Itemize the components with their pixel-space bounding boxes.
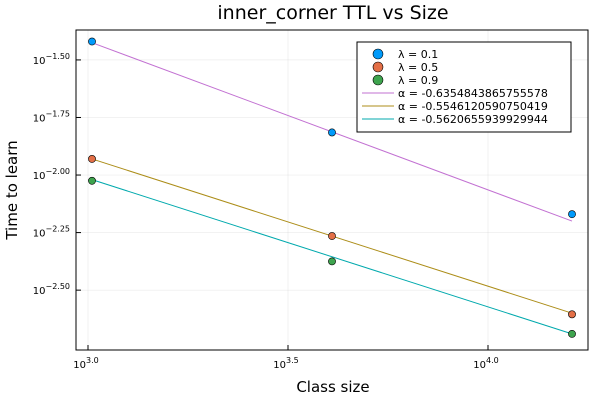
y-tick-exponent: −1.50 [45, 52, 70, 61]
legend-box [356, 41, 572, 133]
legend-label: α = -0.6354843865755578 [398, 87, 548, 100]
x-tick-label: 103.5 [273, 356, 298, 371]
chart-title: inner_corner TTL vs Size [217, 2, 448, 24]
x-tick-label: 103.0 [73, 356, 98, 371]
scatter-point [328, 232, 336, 240]
scatter-points [88, 37, 576, 338]
scatter-point [568, 310, 576, 319]
scatter-point [88, 155, 96, 163]
x-tick-exponent: 3.5 [286, 356, 299, 365]
y-tick-base: 10 [33, 229, 46, 240]
x-tick-exponent: 4.0 [486, 356, 499, 365]
x-ticks: 103.0 103.5 104.0 [73, 345, 499, 371]
scatter-point [88, 176, 96, 185]
y-tick-base: 10 [33, 286, 46, 297]
scatter-point [568, 210, 576, 219]
scatter-point [568, 329, 576, 338]
y-tick-exponent: −1.75 [45, 109, 70, 118]
y-tick-label: 10−2.00 [33, 167, 70, 182]
legend-marker [372, 48, 384, 60]
y-tick-base: 10 [33, 56, 46, 67]
y-tick-label: 10−2.25 [33, 225, 70, 240]
y-tick-exponent: −2.25 [45, 225, 70, 234]
legend: λ = 0.1λ = 0.5λ = 0.9α = -0.635484386575… [356, 41, 572, 133]
y-tick-exponent: −2.50 [45, 282, 70, 291]
y-tick-base: 10 [33, 171, 46, 182]
legend-label: λ = 0.5 [398, 61, 438, 74]
y-tick-exponent: −2.00 [45, 167, 70, 176]
legend-label: λ = 0.1 [398, 48, 438, 61]
scatter-point [88, 37, 96, 46]
x-tick-exponent: 3.0 [86, 356, 99, 365]
y-tick-label: 10−2.50 [33, 282, 70, 297]
y-tick-label: 10−1.75 [33, 109, 70, 124]
plot-frame [75, 29, 589, 351]
x-tick-base: 10 [473, 360, 486, 371]
x-tick-base: 10 [273, 360, 286, 371]
legend-marker [372, 61, 384, 73]
x-tick-base: 10 [73, 360, 86, 371]
scatter-point [328, 257, 336, 266]
legend-label: λ = 0.9 [398, 74, 438, 87]
y-axis-label: Time to learn [3, 140, 21, 240]
legend-marker [372, 74, 384, 86]
x-axis-label: Class size [296, 378, 369, 396]
y-tick-base: 10 [33, 113, 46, 124]
x-tick-label: 104.0 [473, 356, 498, 371]
y-tick-label: 10−1.50 [33, 52, 70, 67]
legend-label: α = -0.5546120590750419 [398, 100, 548, 113]
legend-label: α = -0.5620655939929944 [398, 113, 548, 126]
scatter-point [328, 128, 336, 137]
fit-line [91, 179, 573, 335]
